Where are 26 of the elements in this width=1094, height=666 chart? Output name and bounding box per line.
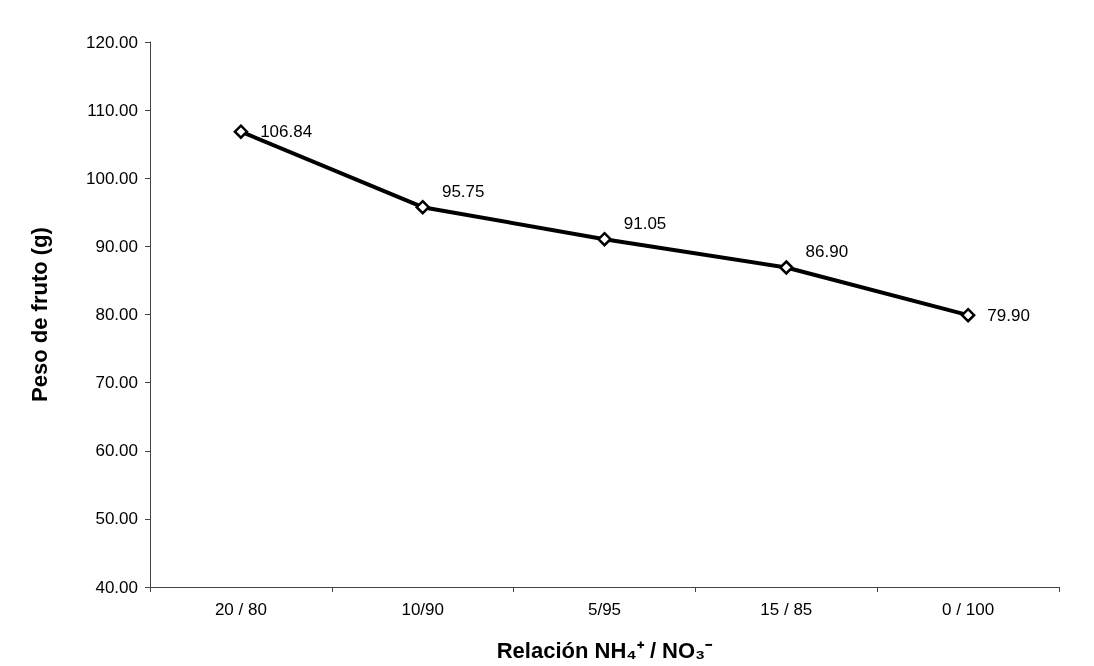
x-tick-label: 15 / 85 [760, 600, 813, 619]
y-tick-label: 100.00 [86, 168, 138, 188]
x-tick-label: 0 / 100 [942, 600, 995, 619]
point [960, 307, 976, 323]
y-tick-label: 40.00 [95, 577, 138, 597]
data-label: 79.90 [987, 305, 1030, 325]
x-tick-label: 5/95 [587, 600, 622, 619]
point [597, 231, 612, 247]
x-tick-label: 20 / 80 [214, 600, 267, 619]
y-tick-label: 70.00 [95, 373, 138, 393]
y-tick-label: 80.00 [95, 305, 138, 324]
y-tick-label: 50.00 [95, 509, 138, 529]
point [779, 260, 794, 275]
data-label: 106.84 [260, 122, 313, 142]
point [233, 124, 249, 139]
x-axis-title: Relación NH₄⁺ / NO₃⁻ [496, 637, 714, 663]
y-tick-label: 60.00 [95, 441, 138, 461]
data-label: 95.75 [441, 181, 485, 201]
y-tick-label: 110.00 [87, 100, 138, 120]
point [415, 199, 430, 215]
y-tick-label: 90.00 [95, 236, 138, 256]
x-tick-label: 10/90 [401, 600, 444, 619]
data-label: 86.90 [805, 241, 849, 261]
data-label: 91.05 [623, 213, 667, 233]
y-axis-title: Peso de fruto (g) [26, 227, 52, 402]
y-tick-label: 120.00 [86, 32, 138, 52]
